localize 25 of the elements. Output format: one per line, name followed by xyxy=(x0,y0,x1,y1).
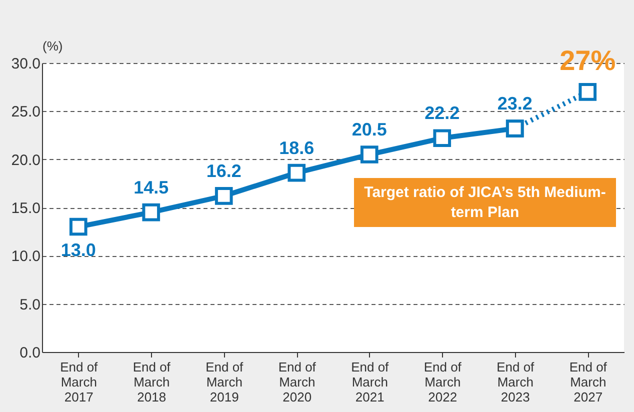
x-tick-label: End of March 2018 xyxy=(132,360,171,404)
y-tick-label: 5.0 xyxy=(20,296,40,314)
annotation: 27% xyxy=(560,44,616,76)
y-tick-label: 0.0 xyxy=(20,344,40,362)
y-tick-label: 30.0 xyxy=(11,56,40,72)
annotation: Target ratio of JICA’s 5th Medium-term Plan xyxy=(354,178,616,227)
x-tick-label: End of March 2027 xyxy=(569,360,608,404)
y-tick-label: 20.0 xyxy=(11,152,40,169)
data-label: 14.5 xyxy=(134,177,169,198)
y-axis-title: (%) xyxy=(42,38,63,54)
data-label: 13.0 xyxy=(60,240,96,260)
y-tick-label: 15.0 xyxy=(11,200,40,217)
y-tick-label: 10.0 xyxy=(11,248,40,266)
data-label: 18.6 xyxy=(279,138,314,158)
data-label: 23.2 xyxy=(497,94,532,114)
y-tick-label: 25.0 xyxy=(11,104,40,121)
data-label: 16.2 xyxy=(206,160,242,181)
x-tick-label: End of March 2019 xyxy=(206,360,244,404)
data-label: 20.5 xyxy=(352,120,387,140)
x-tick-label: End of March 2022 xyxy=(424,360,462,404)
x-tick-label: End of March 2021 xyxy=(351,360,390,404)
x-tick-label: End of March 2020 xyxy=(278,360,316,404)
data-label: 22.2 xyxy=(424,103,460,124)
x-tick-label: End of March 2017 xyxy=(60,360,98,404)
x-tick-label: End of March 2023 xyxy=(496,360,535,404)
